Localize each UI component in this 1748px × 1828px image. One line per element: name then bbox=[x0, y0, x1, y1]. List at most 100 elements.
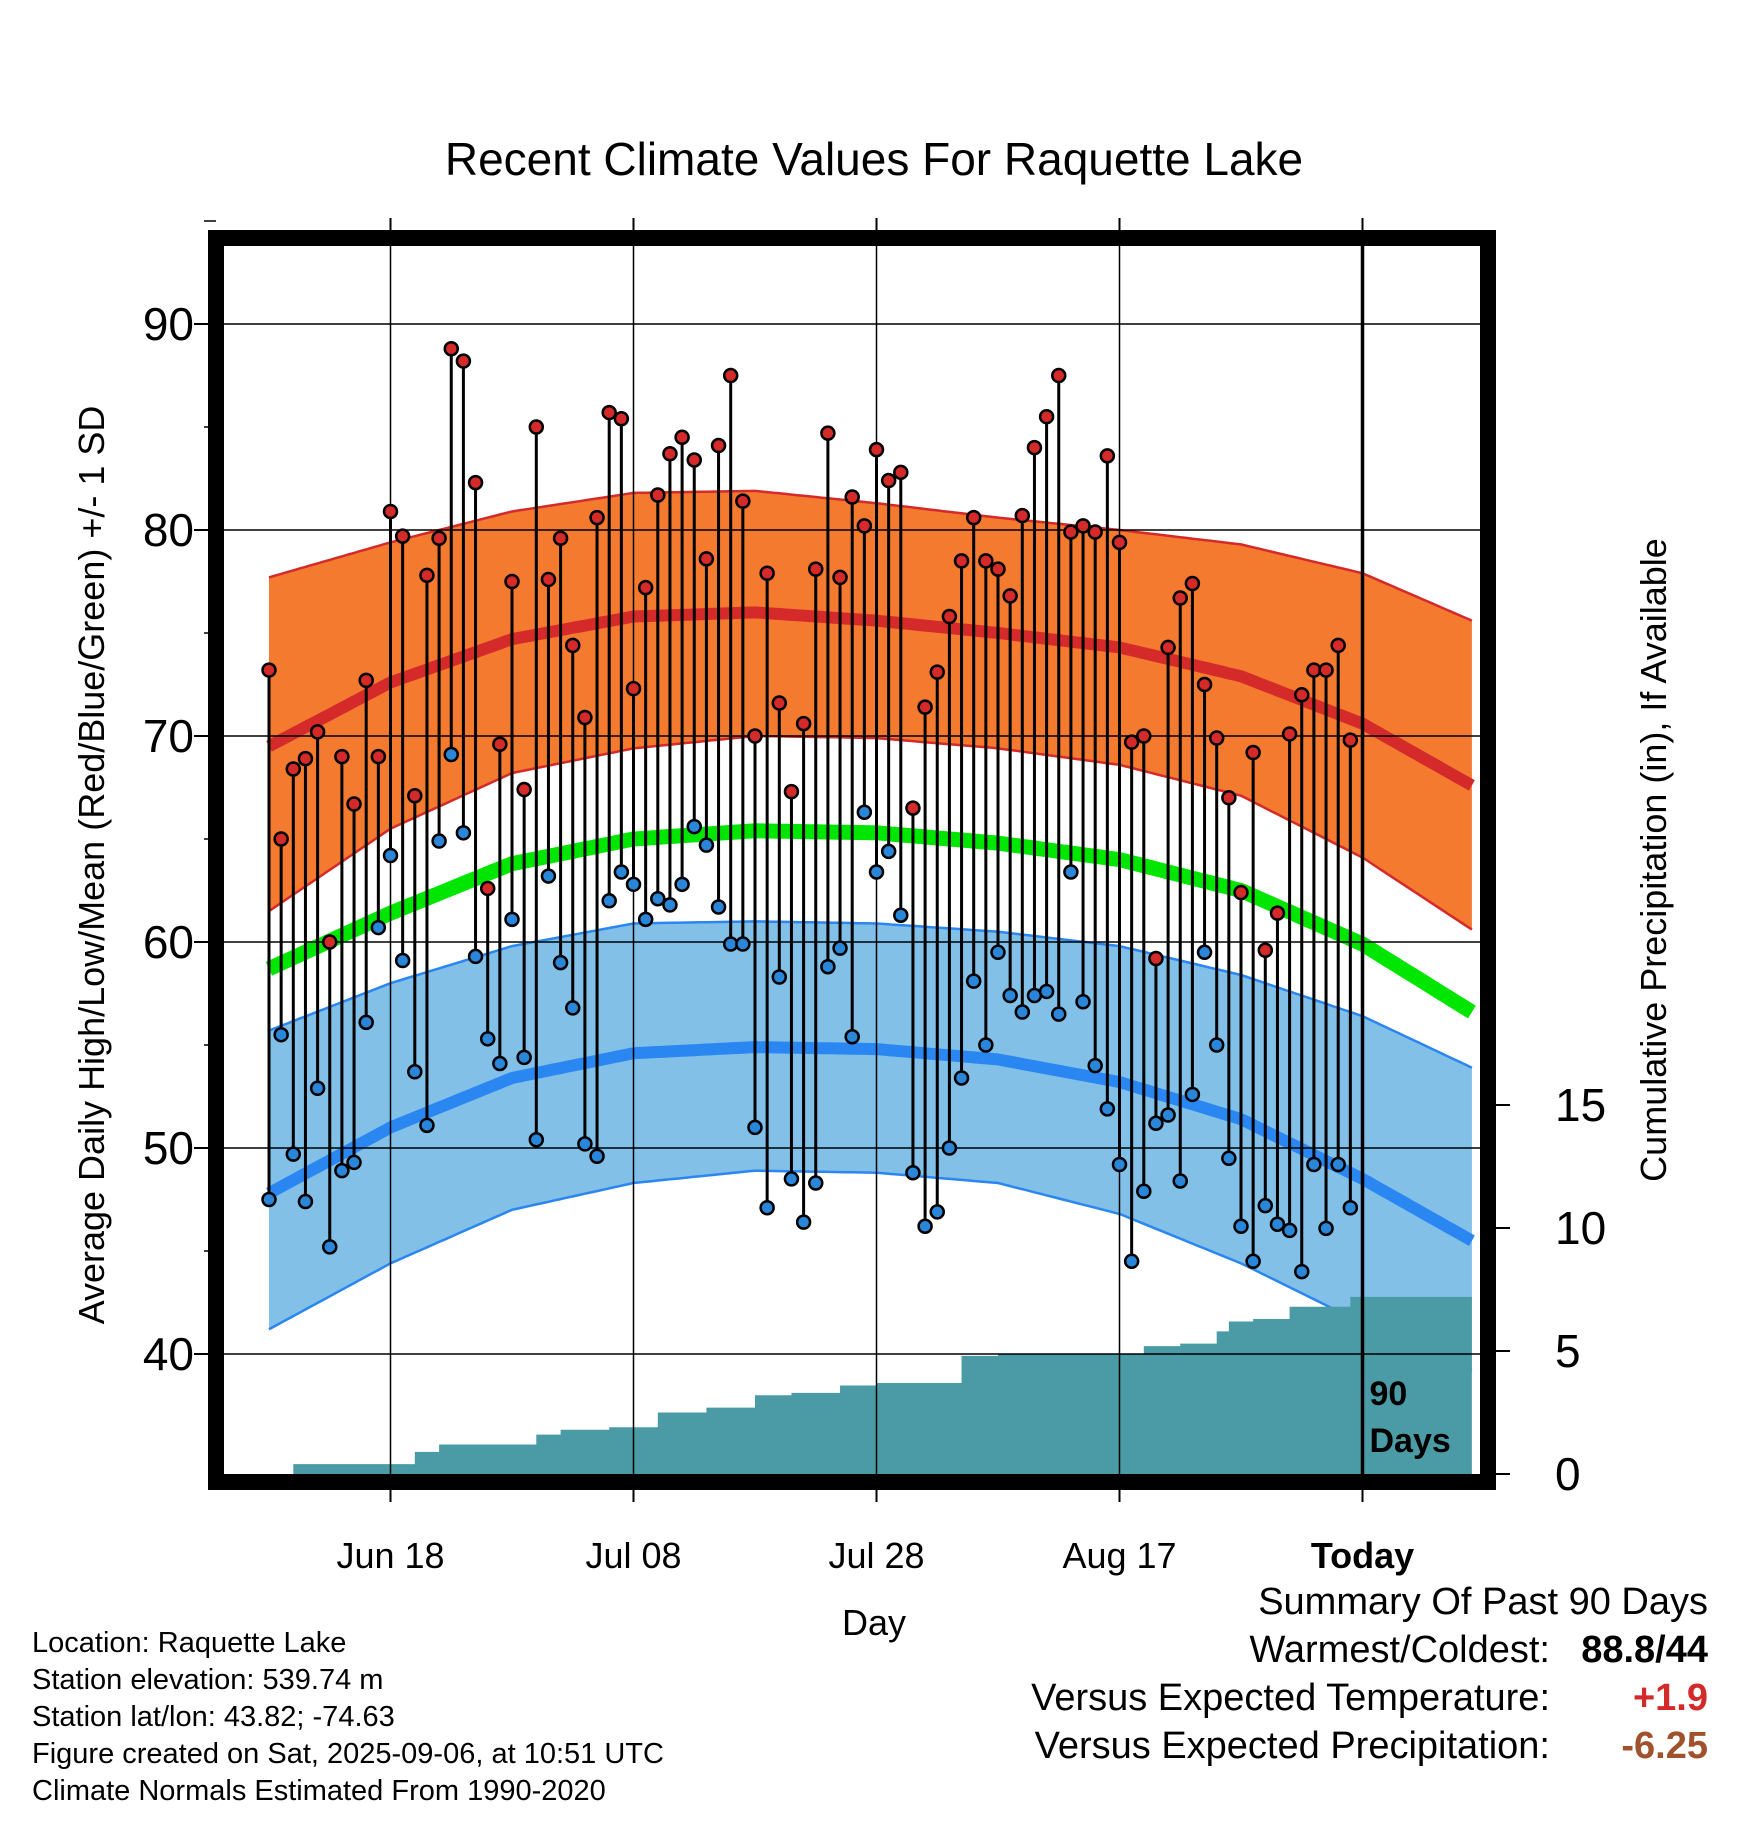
daily-low-point bbox=[941, 1140, 958, 1156]
daily-low-point bbox=[1257, 1197, 1274, 1214]
daily-low-point bbox=[759, 1199, 775, 1216]
daily-low-point bbox=[783, 1171, 800, 1187]
daily-high-point bbox=[795, 715, 812, 732]
daily-high-point bbox=[322, 934, 338, 950]
daily-low-point bbox=[917, 1218, 933, 1235]
daily-low-point bbox=[1245, 1253, 1261, 1270]
daily-low-point bbox=[443, 746, 459, 763]
daily-high-point bbox=[273, 831, 289, 847]
daily-high-point bbox=[1002, 588, 1018, 604]
daily-high-point bbox=[941, 608, 958, 625]
x-axis: Jun 18 Jul 08 Jul 28 Aug 17 Today bbox=[336, 218, 1414, 1576]
daily-high-point bbox=[856, 518, 873, 534]
x-axis-label: Day bbox=[842, 1602, 906, 1643]
daily-low-point bbox=[735, 936, 751, 952]
x-tick-label: Today bbox=[1311, 1535, 1414, 1576]
created-text: Figure created on Sat, 2025-09-06, at 10… bbox=[32, 1738, 664, 1770]
daily-high-point bbox=[929, 664, 945, 680]
daily-low-point bbox=[552, 954, 569, 971]
daily-high-point bbox=[334, 748, 350, 765]
daily-low-point bbox=[1269, 1216, 1286, 1232]
daily-low-point bbox=[893, 907, 909, 923]
daily-low-point bbox=[297, 1193, 314, 1210]
daily-high-point bbox=[577, 709, 593, 726]
daily-high-point bbox=[808, 561, 824, 577]
daily-high-point bbox=[698, 551, 715, 567]
daily-low-point bbox=[820, 958, 836, 975]
daily-low-point bbox=[1038, 983, 1055, 1000]
daily-high-point bbox=[783, 783, 800, 800]
daily-low-point bbox=[1294, 1263, 1310, 1280]
daily-low-point bbox=[322, 1239, 338, 1255]
daily-low-point bbox=[504, 911, 520, 928]
daily-low-point bbox=[1221, 1150, 1237, 1167]
daily-high-point bbox=[1269, 905, 1286, 921]
daily-high-point bbox=[1172, 590, 1188, 606]
daily-low-point bbox=[273, 1026, 289, 1043]
daily-high-point bbox=[637, 579, 654, 596]
daily-low-point bbox=[868, 864, 885, 880]
daily-high-point bbox=[1160, 639, 1176, 656]
daily-low-point bbox=[953, 1070, 970, 1086]
daily-high-point bbox=[346, 796, 362, 812]
daily-high-point bbox=[394, 528, 411, 544]
high-sd-band bbox=[269, 490, 1472, 930]
daily-low-point bbox=[1099, 1101, 1116, 1117]
daily-high-point bbox=[662, 446, 678, 462]
daily-low-point bbox=[698, 837, 715, 853]
y-tick-label: 40 bbox=[143, 1328, 194, 1380]
daily-high-point bbox=[1196, 676, 1213, 693]
temp-label: Versus Expected Temperature: bbox=[1031, 1677, 1550, 1719]
daily-low-point bbox=[589, 1148, 605, 1164]
daily-high-point bbox=[601, 404, 617, 421]
daily-low-point bbox=[1075, 993, 1091, 1010]
daily-high-point bbox=[722, 367, 739, 384]
daily-low-point bbox=[455, 825, 472, 841]
daily-low-point bbox=[1318, 1220, 1334, 1237]
daily-low-point bbox=[1184, 1086, 1201, 1103]
daily-high-point bbox=[479, 880, 496, 897]
x-tick-label: Jul 28 bbox=[828, 1535, 924, 1576]
daily-low-point bbox=[285, 1146, 302, 1162]
daily-low-point bbox=[1051, 1006, 1067, 1022]
daily-low-point bbox=[407, 1064, 423, 1080]
daily-high-point bbox=[1342, 732, 1359, 748]
daily-high-point bbox=[917, 699, 933, 715]
daily-low-point bbox=[978, 1037, 994, 1053]
daily-low-point bbox=[492, 1055, 508, 1072]
daily-high-point bbox=[953, 553, 970, 569]
daily-low-point bbox=[577, 1136, 593, 1152]
daily-low-point bbox=[346, 1154, 362, 1171]
y2-axis: 0 5 10 15 bbox=[1488, 1079, 1606, 1500]
daily-high-point bbox=[552, 530, 569, 546]
daily-low-point bbox=[516, 1049, 532, 1066]
daily-low-point bbox=[686, 818, 702, 835]
daily-low-point bbox=[601, 893, 617, 909]
daily-high-point bbox=[528, 419, 545, 435]
daily-low-point bbox=[844, 1029, 860, 1045]
daily-high-point bbox=[261, 662, 277, 678]
daily-high-point bbox=[1330, 637, 1346, 654]
normal-high-line bbox=[266, 606, 1475, 791]
daily-high-point bbox=[735, 493, 751, 509]
summary-temp-row: Versus Expected Temperature: +1.9 bbox=[1031, 1674, 1708, 1722]
daily-high-point bbox=[893, 464, 909, 481]
daily-high-point bbox=[1281, 726, 1298, 742]
y-axis-label: Average Daily High/Low/Mean (Red/Blue/Gr… bbox=[71, 406, 112, 1325]
daily-low-point bbox=[747, 1119, 763, 1136]
daily-high-point bbox=[710, 437, 727, 454]
daily-low-point bbox=[358, 1014, 374, 1031]
daily-low-point bbox=[1148, 1115, 1164, 1132]
daily-high-point bbox=[1038, 408, 1055, 425]
summary-warmest-row: Warmest/Coldest: 88.8/44 bbox=[1031, 1626, 1708, 1674]
daily-high-point bbox=[613, 411, 630, 427]
daily-high-point bbox=[1257, 942, 1274, 958]
daily-high-point bbox=[589, 509, 605, 526]
y2-tick-label: 0 bbox=[1555, 1448, 1581, 1500]
daily-low-point bbox=[662, 897, 678, 913]
daily-low-point bbox=[528, 1132, 545, 1148]
daily-high-point bbox=[1233, 884, 1249, 901]
elevation-text: Station elevation: 539.74 m bbox=[32, 1664, 384, 1696]
daily-low-point bbox=[1136, 1183, 1152, 1200]
